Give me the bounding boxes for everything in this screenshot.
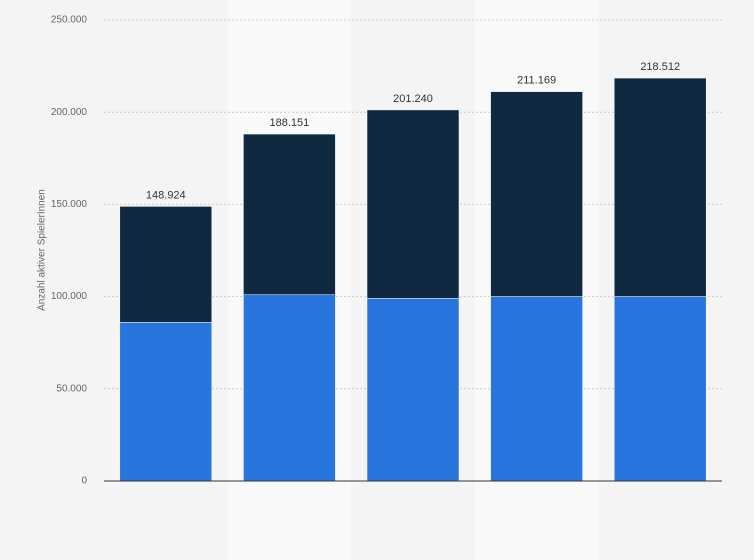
bar-segment [490, 296, 583, 482]
total-label: 148.924 [146, 189, 186, 201]
bar-segment [243, 294, 336, 482]
y-tick-label: 250.000 [51, 15, 88, 26]
total-label: 218.512 [640, 61, 680, 73]
y-tick-label: 100.000 [51, 291, 88, 302]
bar-segment [613, 296, 707, 482]
y-tick-label: 150.000 [51, 199, 88, 210]
bar-segment [366, 109, 460, 299]
bar-segment [490, 91, 583, 297]
bar-segment [613, 77, 707, 297]
y-tick-label: 200.000 [51, 107, 88, 118]
y-tick-label: 0 [81, 476, 87, 487]
bar-segment [119, 206, 213, 323]
bar-segment [366, 298, 460, 482]
total-label: 201.240 [393, 93, 433, 105]
bar-segment [119, 322, 213, 482]
total-label: 188.151 [270, 117, 310, 129]
bar-segment [243, 133, 336, 296]
total-label: 211.169 [517, 75, 556, 87]
y-tick-label: 50.000 [56, 383, 87, 394]
y-axis-label: Anzahl aktiver SpielerInnen [37, 189, 48, 311]
